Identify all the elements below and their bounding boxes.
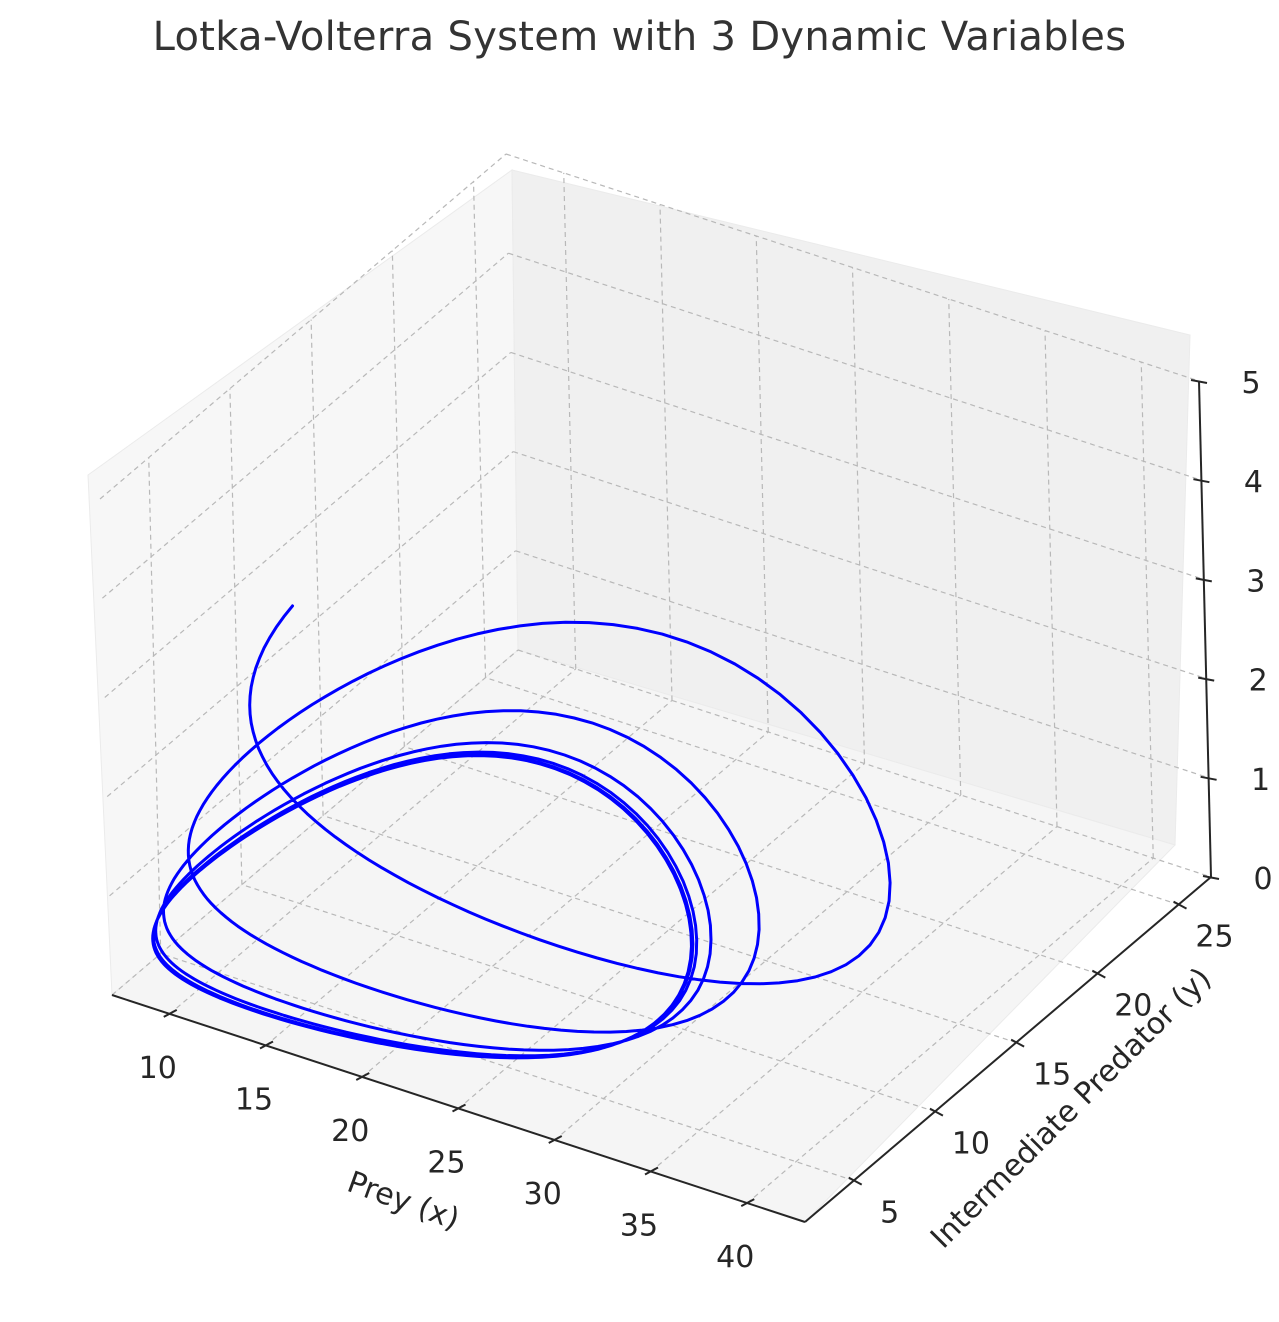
grid-line-x [1140, 362, 1154, 859]
x-tick-mark [163, 1009, 178, 1018]
grid-line-y [241, 884, 936, 1113]
grid-line-z [508, 252, 1202, 481]
x-tick-mark [452, 1103, 466, 1113]
x-tick-mark [740, 1198, 755, 1207]
grid-line-x [851, 267, 866, 764]
z-tick-mark [1190, 379, 1208, 384]
grid-line-y [391, 250, 405, 747]
grid-line-z [109, 550, 516, 897]
grid-line-z [111, 649, 519, 996]
y-axis-line [804, 876, 1212, 1223]
y-tick-label: 15 [1033, 1058, 1071, 1093]
z-tick-label: 4 [1244, 465, 1263, 500]
grid-line-z [104, 351, 512, 698]
x-tick-mark [644, 1166, 659, 1176]
x-tick-label: 30 [524, 1177, 562, 1212]
y-tick-label: 20 [1114, 989, 1152, 1024]
x-tick-label: 40 [716, 1240, 754, 1275]
z-tick-label: 2 [1249, 664, 1268, 699]
grid-line-x [650, 826, 1058, 1173]
grid-line-y [485, 677, 1179, 906]
grid-line-x [361, 731, 769, 1078]
grid-line-y [148, 457, 162, 954]
grid-line-x [755, 235, 769, 732]
grid-line-z [510, 351, 1204, 580]
x-tick-mark [548, 1135, 563, 1144]
tick-labels: 10 15 20 25 30 35 40 5 10 15 20 25 0 1 2 3 4 5 [139, 366, 1273, 1275]
x-tick-label: 20 [331, 1114, 369, 1149]
z-tick-label: 3 [1246, 564, 1265, 599]
y-tick-mark [1091, 969, 1106, 979]
grid-line-y [322, 815, 1017, 1044]
z-tick-mark [1202, 875, 1220, 880]
y-tick-label: 25 [1195, 920, 1233, 955]
grid-line-z [99, 153, 507, 500]
z-tick-label: 5 [1241, 366, 1260, 401]
x-tick-mark [355, 1072, 370, 1081]
y-tick-label: 10 [952, 1127, 990, 1162]
chart-title: Lotka-Volterra System with 3 Dynamic Var… [152, 14, 1127, 60]
grid-line-z [102, 252, 509, 599]
grid-line-y [310, 319, 324, 816]
grid-line-x [948, 299, 962, 796]
z-tick-mark [1198, 676, 1215, 682]
grid-line-z [517, 649, 1212, 878]
axes [111, 379, 1220, 1223]
y-tick-mark [848, 1176, 863, 1186]
z-tick-mark [1195, 577, 1212, 583]
grid-line-x [458, 763, 865, 1109]
grid-line-y [472, 181, 487, 678]
grid-line-x [169, 668, 577, 1015]
grid-lines [99, 153, 1212, 1204]
grid-line-x [1044, 330, 1058, 827]
grid-line-x [659, 204, 673, 701]
x-tick-label: 35 [620, 1209, 658, 1244]
z-tick-label: 0 [1253, 862, 1272, 897]
x-tick-label: 10 [139, 1051, 177, 1086]
grid-line-x [265, 699, 673, 1046]
x-tick-label: 15 [235, 1082, 273, 1117]
y-tick-mark [1010, 1038, 1025, 1048]
x-tick-label: 25 [427, 1146, 465, 1181]
z-tick-mark [1200, 775, 1217, 781]
grid-line-z [515, 550, 1209, 779]
grid-line-z [505, 153, 1200, 382]
grid-line-x [554, 794, 962, 1141]
z-axis-line [1198, 380, 1212, 878]
grid-line-z [513, 451, 1207, 680]
grid-line-y [160, 953, 854, 1182]
z-tick-mark [1193, 478, 1210, 484]
y-tick-mark [1173, 900, 1187, 910]
x-tick-mark [259, 1040, 274, 1050]
series-trajectory-line [151, 604, 892, 1060]
grid-line-y [404, 746, 1098, 975]
grid-line-z [106, 451, 514, 798]
grid-line-y [229, 388, 243, 885]
y-tick-mark [929, 1107, 944, 1117]
grid-line-x [563, 172, 577, 669]
grid-line-x [746, 857, 1154, 1204]
z-tick-label: 1 [1251, 763, 1270, 798]
y-tick-label: 5 [880, 1196, 899, 1231]
